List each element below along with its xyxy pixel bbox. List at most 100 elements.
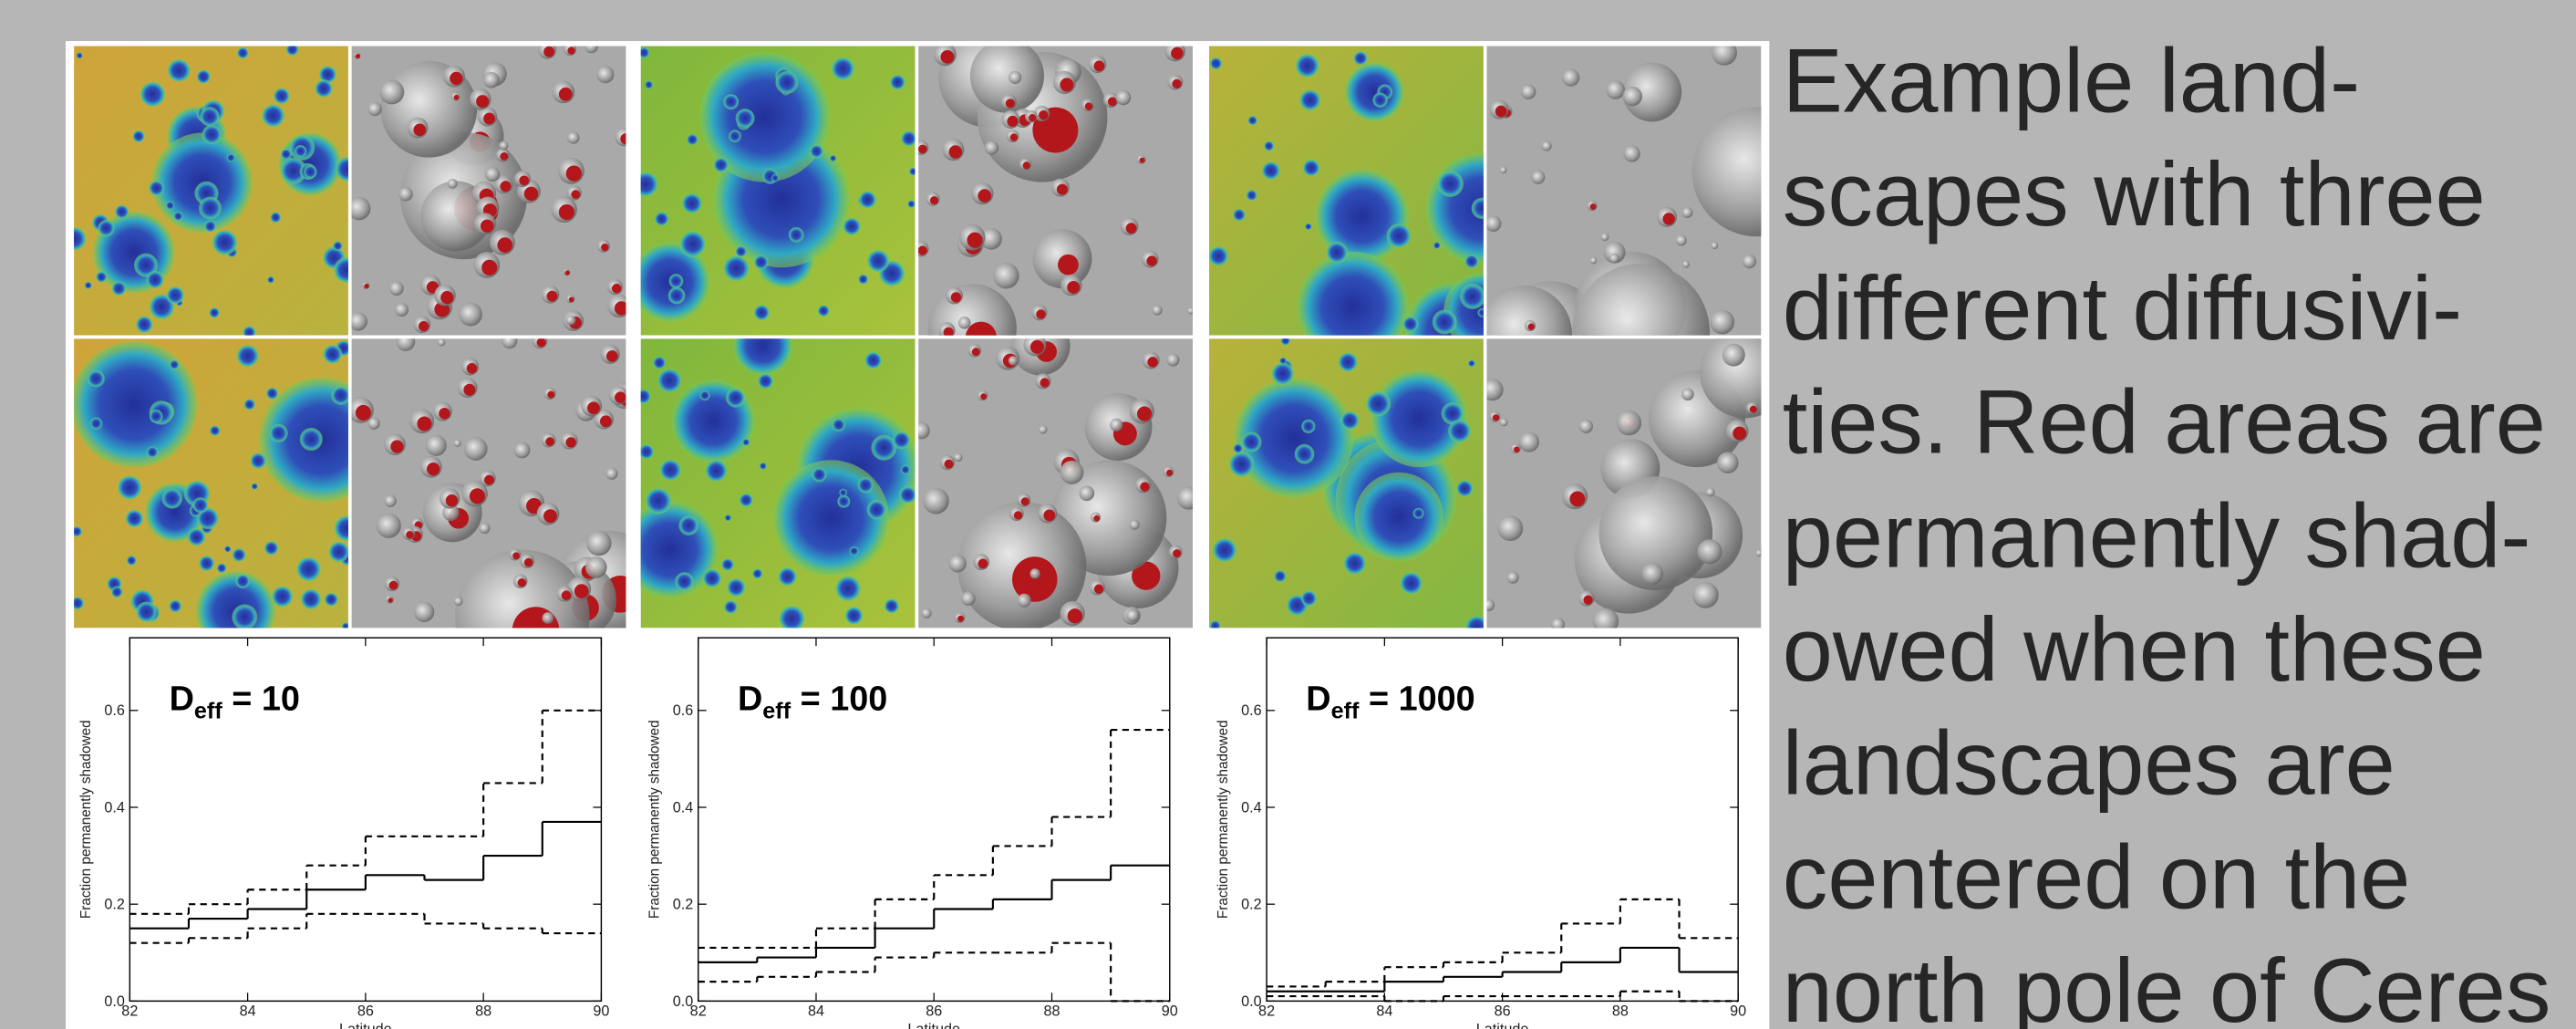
crater xyxy=(398,187,413,202)
plot-area xyxy=(698,638,1170,1001)
crater xyxy=(250,452,266,469)
shadow-area xyxy=(388,598,392,602)
crater xyxy=(379,80,404,105)
shadow-area xyxy=(1140,158,1145,163)
shadow-area xyxy=(547,391,554,399)
crater xyxy=(149,181,164,196)
crater xyxy=(1009,71,1021,84)
shadow-area xyxy=(567,47,574,54)
crater xyxy=(1497,515,1523,541)
shadow-area xyxy=(1146,255,1156,265)
crater xyxy=(645,80,653,88)
crater xyxy=(325,593,338,607)
crater xyxy=(789,227,804,243)
crater xyxy=(1448,420,1471,442)
caption-line: permanently shad- xyxy=(1783,484,2531,586)
shadow-area xyxy=(519,175,529,185)
crater xyxy=(1247,116,1257,125)
x-axis-label: Latitude xyxy=(1476,1021,1529,1029)
annotation-part: D xyxy=(170,680,194,718)
crater xyxy=(985,140,998,154)
shadow-area xyxy=(930,196,938,204)
x-tick-label: 90 xyxy=(1162,1003,1178,1020)
crater xyxy=(1464,255,1478,268)
crater xyxy=(639,444,654,459)
shadow-area xyxy=(440,291,453,304)
x-tick-label: 88 xyxy=(475,1003,491,1020)
shadow-area xyxy=(1140,482,1149,491)
crater xyxy=(295,145,306,157)
crater xyxy=(653,357,666,369)
shadow-area xyxy=(612,284,621,293)
crater xyxy=(1279,358,1287,365)
crater xyxy=(668,287,686,305)
crater xyxy=(315,79,333,98)
crater xyxy=(395,303,409,317)
shadow-area xyxy=(390,440,403,452)
crater xyxy=(210,425,220,435)
shadow-area xyxy=(524,558,533,567)
shadow-area xyxy=(562,590,572,600)
crater xyxy=(304,165,317,179)
page: {"chart_data": [ {"type": "step", "title… xyxy=(0,0,2576,1029)
y-tick-label: 0.2 xyxy=(104,897,125,913)
y-tick-label: 0.2 xyxy=(1241,897,1262,913)
crater xyxy=(426,435,447,456)
crater xyxy=(954,453,962,462)
crater xyxy=(1500,418,1508,426)
crater xyxy=(1372,92,1387,107)
crater xyxy=(832,57,854,80)
crater xyxy=(1433,242,1441,249)
crater xyxy=(771,174,780,182)
crater xyxy=(1521,84,1536,99)
shadow-area xyxy=(1108,97,1117,106)
shadow-area xyxy=(1043,509,1055,521)
crater xyxy=(1301,590,1317,606)
annotation-part: = 1000 xyxy=(1359,680,1474,718)
crater xyxy=(1485,215,1502,232)
crater xyxy=(1166,353,1179,366)
crater xyxy=(1723,344,1745,367)
shadow-area xyxy=(1493,414,1499,421)
annotation-part: = 10 xyxy=(222,680,300,718)
crater xyxy=(136,602,156,622)
crater xyxy=(1345,62,1404,121)
crater xyxy=(839,489,847,497)
crater xyxy=(1562,68,1579,86)
shadow-area xyxy=(512,552,520,559)
shadow-area xyxy=(1007,116,1018,127)
crater xyxy=(202,125,222,144)
crater xyxy=(1116,90,1132,106)
crater xyxy=(132,130,144,142)
crater xyxy=(1208,246,1228,266)
crater xyxy=(232,604,257,629)
crater xyxy=(236,345,258,367)
crater xyxy=(1338,352,1357,371)
crater xyxy=(192,497,208,513)
shadow-area xyxy=(1023,161,1030,169)
crater xyxy=(729,130,741,142)
x-tick-label: 82 xyxy=(1258,1003,1275,1020)
crater xyxy=(264,541,279,556)
caption-line: north pole of Ceres xyxy=(1783,940,2551,1029)
crater xyxy=(1210,57,1222,69)
crater xyxy=(448,179,458,189)
crater xyxy=(890,75,905,90)
caption-line: scapes with three xyxy=(1783,143,2486,244)
crater xyxy=(90,418,102,430)
annotation: Deff = 100 xyxy=(738,680,887,723)
shadow-area xyxy=(406,531,414,539)
crater xyxy=(301,589,321,610)
landscape-tile xyxy=(71,338,384,650)
y-tick-label: 0.6 xyxy=(1241,702,1262,719)
crater xyxy=(586,531,611,556)
shadow-area xyxy=(967,233,982,248)
crater xyxy=(1413,508,1424,519)
landscape-tile xyxy=(62,43,360,338)
shadow-area xyxy=(600,415,612,427)
crater xyxy=(196,69,210,83)
crater xyxy=(1213,538,1237,563)
crater xyxy=(736,109,755,128)
annotation-part: eff xyxy=(762,698,791,723)
crater xyxy=(835,576,861,601)
